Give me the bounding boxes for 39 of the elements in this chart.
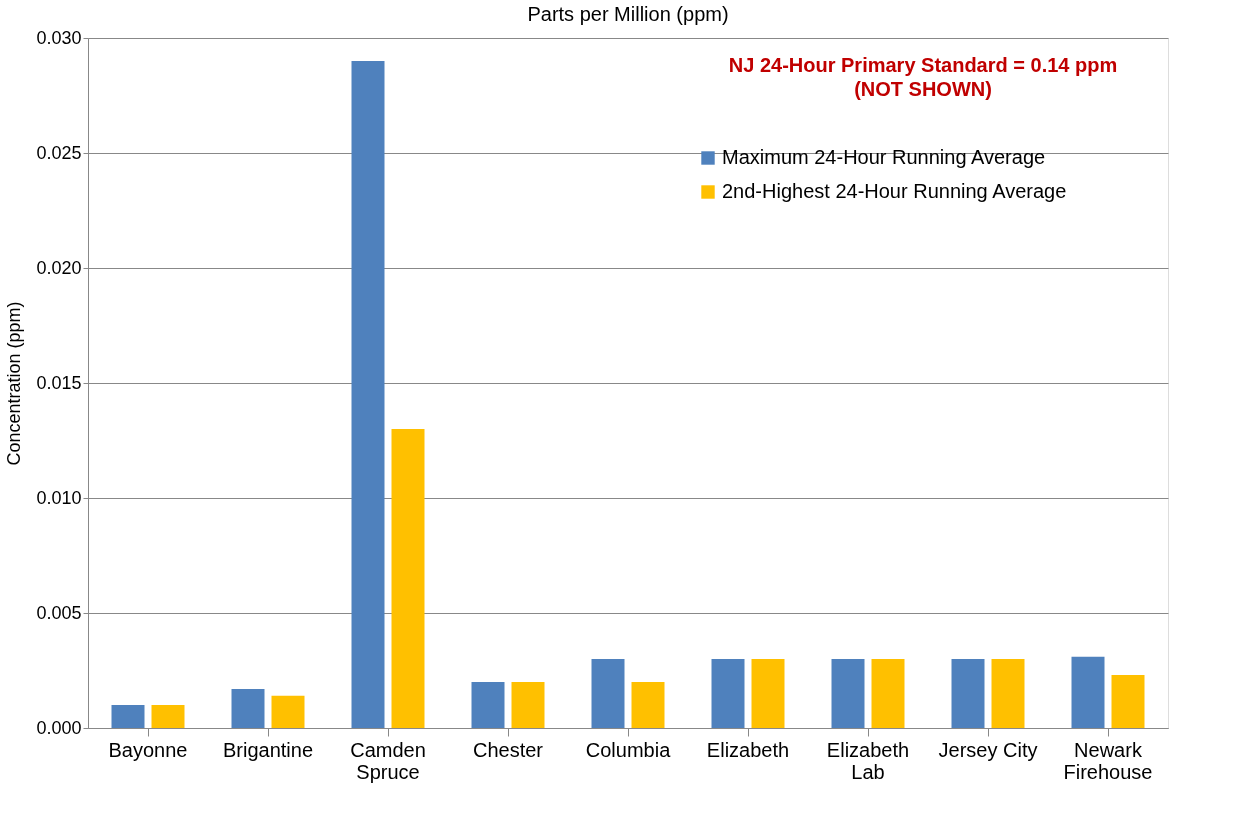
y-tick-label: 0.010 [36,487,82,508]
bar [151,705,185,728]
bar [871,659,905,728]
legend-label: Maximum 24-Hour Running Average [722,146,1046,168]
bar [711,659,745,728]
y-tick-label: 0.000 [36,717,82,738]
chart-title: Parts per Million (ppm) [527,3,729,25]
annotation: NJ 24-Hour Primary Standard = 0.14 ppm (NOT SHOWN) [728,54,1118,100]
legend-label: 2nd-Highest 24-Hour Running Average [722,180,1067,202]
bar [831,659,865,728]
bar [391,429,425,728]
bar [111,705,145,728]
bar [231,688,265,728]
y-tick-label: 0.025 [36,142,82,163]
bar [591,659,625,728]
bar [631,682,665,728]
bar [1111,675,1145,728]
bar [351,61,385,728]
y-tick-label: 0.020 [36,257,82,278]
x-tick-label: Camden Spruce [350,738,426,783]
x-tick-label: Jersey City [938,738,1038,761]
bar [271,695,305,728]
bar [951,659,985,728]
x-tick-label: Chester [472,738,544,761]
x-tick-label: Elizabeth Lab [826,738,910,783]
bar [1071,656,1105,728]
x-tick-label: Columbia [585,738,672,761]
y-tick-label: 0.015 [36,372,82,393]
x-tick-label: Elizabeth [706,738,790,761]
bar [751,659,785,728]
y-tick-label: 0.005 [36,602,82,623]
bar [511,682,545,728]
bar [471,682,505,728]
x-tick-label: Bayonne [108,738,188,761]
x-tick-label: Brigantine [222,738,314,761]
bar [991,659,1025,728]
y-tick-label: 0.030 [36,27,82,48]
x-tick-label: Newark Firehouse [1063,738,1153,783]
y-axis-title: Concentration (ppm) [4,301,25,466]
